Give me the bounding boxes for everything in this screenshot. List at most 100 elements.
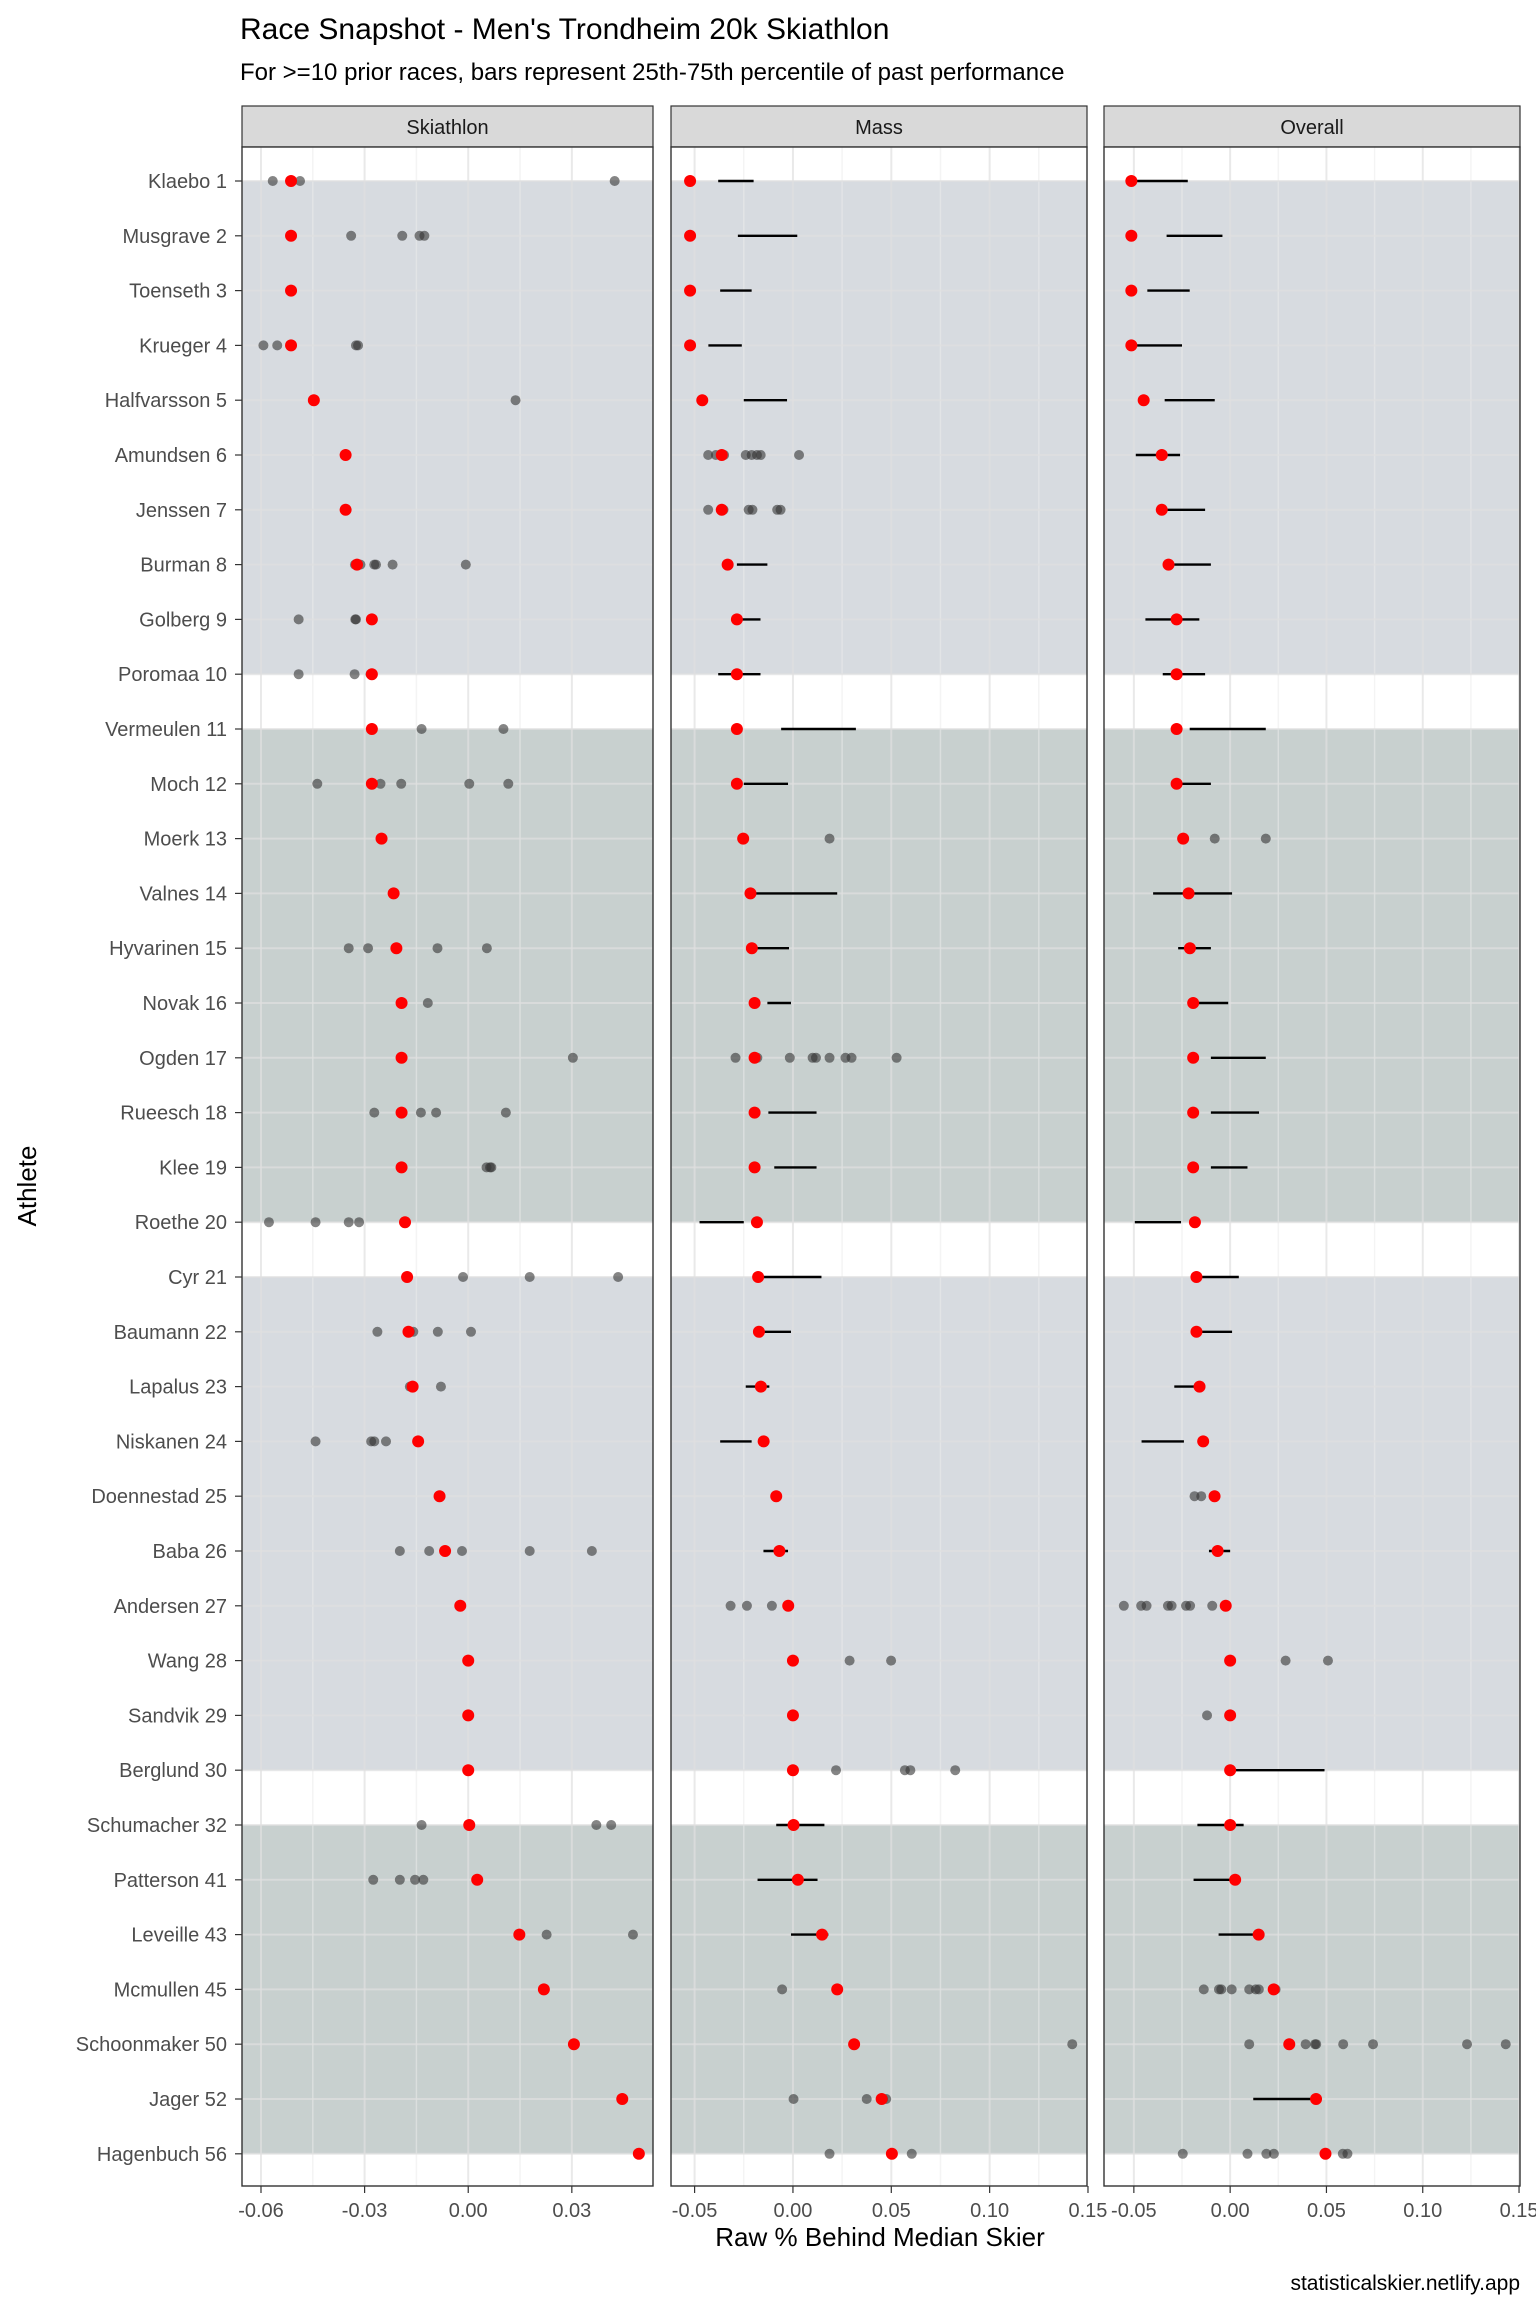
past-race-point xyxy=(844,1655,855,1666)
past-race-point xyxy=(510,395,521,406)
current-race-point xyxy=(786,1764,799,1777)
x-tick-label: -0.05 xyxy=(672,2200,718,2222)
past-race-point xyxy=(263,1217,274,1228)
athlete-axis: Klaebo 1 Musgrave 2 Toenseth 3 Krueger 4 Hal… xyxy=(76,171,242,2166)
current-race-point xyxy=(744,887,757,900)
current-race-point xyxy=(1177,832,1190,845)
past-race-point xyxy=(375,778,386,789)
past-race-point xyxy=(310,1436,321,1447)
past-race-point xyxy=(410,1874,421,1885)
athlete-label: Wang 28 xyxy=(148,1651,227,1673)
past-race-point xyxy=(1268,2148,1279,2159)
current-race-point xyxy=(1224,1709,1237,1722)
current-race-point xyxy=(752,1271,765,1283)
current-race-point xyxy=(365,668,378,681)
current-race-point xyxy=(1170,668,1183,681)
past-race-point xyxy=(381,1436,392,1447)
current-race-point xyxy=(402,1325,415,1338)
past-race-point xyxy=(861,2094,872,2104)
chart-title: Race Snapshot - Men's Trondheim 20k Skia… xyxy=(240,13,889,46)
current-race-point xyxy=(365,613,378,626)
past-race-point xyxy=(416,1820,427,1830)
current-race-point xyxy=(462,1654,475,1667)
athlete-label: Golberg 9 xyxy=(139,609,227,631)
past-race-point xyxy=(905,1765,916,1776)
past-race-point xyxy=(703,450,714,460)
past-race-point xyxy=(1166,1600,1177,1611)
athlete-label: Jenssen 7 xyxy=(136,500,227,522)
current-race-point xyxy=(1170,613,1183,626)
past-race-point xyxy=(353,340,364,351)
athlete-label: Baba 26 xyxy=(152,1541,227,1563)
current-race-point xyxy=(1188,1216,1201,1229)
athlete-label: Moerk 13 xyxy=(144,829,227,851)
x-axis-label: Raw % Behind Median Skier xyxy=(715,2222,1045,2252)
past-race-point xyxy=(458,1272,469,1282)
past-race-point xyxy=(1311,2039,1322,2050)
past-race-point xyxy=(810,1052,821,1063)
facet-overall: Overall -0.05 0.00 0.05 0.10 0.15 xyxy=(1103,105,1536,2222)
facet-strip xyxy=(241,105,654,148)
current-race-point xyxy=(1187,1051,1200,1064)
past-race-point xyxy=(1500,2039,1511,2050)
x-tick-label: 0.15 xyxy=(1069,2200,1108,2222)
current-race-point xyxy=(395,1051,408,1064)
past-race-point xyxy=(295,176,306,186)
past-race-point xyxy=(486,1162,497,1173)
facet-mass: Mass -0.05 0.00 0.05 0.10 0.15 xyxy=(670,105,1108,2222)
current-race-point xyxy=(782,1599,795,1612)
current-race-point xyxy=(439,1545,452,1557)
past-race-point xyxy=(824,833,835,844)
x-tick-label: -0.05 xyxy=(1111,2200,1157,2222)
group-band xyxy=(671,729,1087,1223)
past-race-point xyxy=(950,1765,961,1776)
past-race-point xyxy=(418,1874,429,1885)
athlete-label: Schoonmaker 50 xyxy=(76,2034,227,2056)
current-race-point xyxy=(1310,2093,1323,2105)
facet-strip xyxy=(670,105,1088,148)
facet-strip-label: Mass xyxy=(855,117,903,139)
past-race-point xyxy=(1118,1600,1129,1611)
past-race-point xyxy=(567,1052,578,1063)
athlete-label: Schumacher 32 xyxy=(87,1815,227,1837)
current-race-point xyxy=(1190,1271,1203,1283)
past-race-point xyxy=(1207,1600,1218,1611)
current-race-point xyxy=(1224,1764,1237,1777)
past-race-point xyxy=(747,504,758,515)
current-race-point xyxy=(387,887,400,900)
current-race-point xyxy=(1187,1161,1200,1174)
current-race-point xyxy=(848,2038,861,2051)
past-race-point xyxy=(1177,2148,1188,2159)
past-race-point xyxy=(627,1929,638,1940)
current-race-point xyxy=(750,1216,763,1229)
current-race-point xyxy=(1125,284,1138,297)
current-race-point xyxy=(365,777,378,790)
past-race-point xyxy=(1226,1984,1237,1995)
athlete-label: Roethe 20 xyxy=(135,1212,227,1234)
past-race-point xyxy=(1300,2039,1311,2050)
current-race-point xyxy=(1267,1983,1280,1996)
current-race-point xyxy=(285,339,298,352)
current-race-point xyxy=(721,558,734,571)
athlete-label: Burman 8 xyxy=(140,555,227,577)
past-race-point xyxy=(350,614,361,625)
past-race-point xyxy=(1185,1600,1196,1611)
group-band xyxy=(242,1277,653,1771)
athlete-label: Mcmullen 45 xyxy=(114,1979,227,2001)
current-race-point xyxy=(696,394,709,407)
current-race-point xyxy=(715,503,728,516)
group-band xyxy=(242,729,653,1223)
past-race-point xyxy=(435,1381,446,1392)
athlete-label: Baumann 22 xyxy=(114,1322,227,1344)
past-race-point xyxy=(369,1107,380,1118)
past-race-point xyxy=(293,614,304,625)
past-race-point xyxy=(343,1217,354,1228)
past-race-point xyxy=(460,559,471,570)
x-tick-label: -0.06 xyxy=(238,2200,284,2222)
current-race-point xyxy=(816,1928,829,1941)
past-race-point xyxy=(343,943,354,954)
past-race-point xyxy=(432,1326,443,1337)
current-race-point xyxy=(406,1380,419,1393)
current-race-point xyxy=(462,1709,475,1722)
